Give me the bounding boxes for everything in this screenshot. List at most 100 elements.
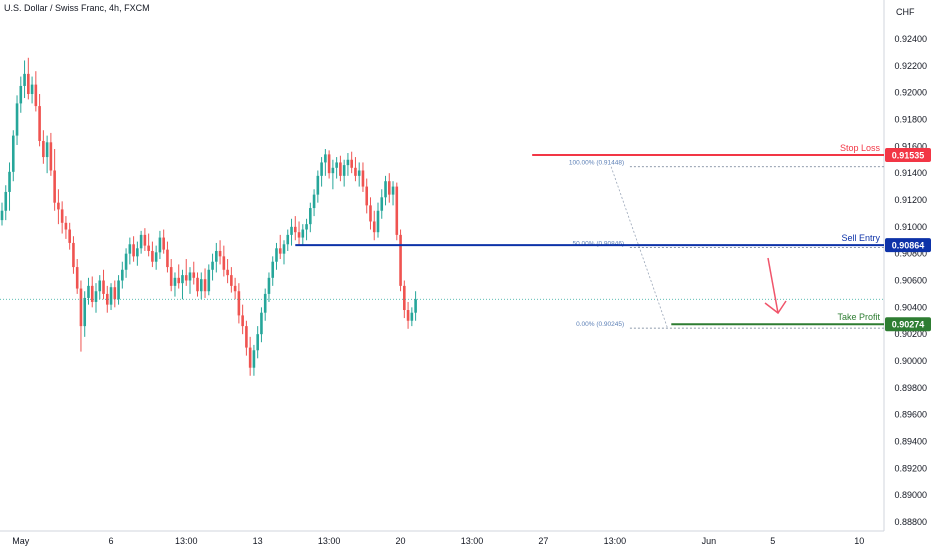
candle-body <box>4 191 8 211</box>
candle-body <box>278 248 282 254</box>
candle-body <box>60 209 64 223</box>
candle-body <box>94 291 98 302</box>
y-tick-label: 0.92200 <box>894 61 927 71</box>
candle-body <box>357 170 361 176</box>
candle-body <box>335 162 338 168</box>
y-tick-label: 0.91000 <box>894 222 927 232</box>
candle-body <box>23 73 26 86</box>
candle-body <box>83 297 87 327</box>
candle-body <box>327 154 331 174</box>
candle-body <box>260 312 263 335</box>
candle-body <box>8 171 11 192</box>
candle-body <box>403 285 406 311</box>
candle-body <box>68 229 71 243</box>
candle-body <box>361 170 365 187</box>
y-tick-label: 0.92400 <box>894 34 927 44</box>
fib-label: 50.00% (0.90846) <box>572 240 624 247</box>
y-tick-label: 0.88800 <box>894 517 927 527</box>
candle-body <box>49 142 53 171</box>
candle-body <box>290 226 293 235</box>
candle-body <box>117 280 120 300</box>
fib-label: 0.00% (0.90245) <box>576 321 624 328</box>
candle-body <box>410 312 414 321</box>
level-name-label: Sell Entry <box>841 233 880 243</box>
candle-body <box>211 261 214 270</box>
y-tick-label: 0.89400 <box>894 437 927 447</box>
candle-body <box>121 269 124 281</box>
candle-body <box>203 279 207 292</box>
candle-body <box>173 277 177 286</box>
y-tick-label: 0.91200 <box>894 195 927 205</box>
level-price-label: 0.90274 <box>892 320 925 330</box>
candle-body <box>38 106 41 141</box>
y-tick-label: 0.90200 <box>894 329 927 339</box>
candle-body <box>147 245 150 251</box>
x-tick-label: 13:00 <box>604 536 627 546</box>
candle-body <box>286 234 290 245</box>
candle-body <box>399 234 402 286</box>
candle-body <box>207 269 211 292</box>
candle-body <box>354 167 357 176</box>
candle-body <box>395 186 399 235</box>
candle-body <box>53 170 56 203</box>
candle-body <box>30 84 34 95</box>
candle-body <box>372 221 376 233</box>
candle-body <box>102 280 105 294</box>
candle-body <box>241 315 244 327</box>
candle-body <box>245 326 248 348</box>
y-tick-label: 0.92000 <box>894 88 927 98</box>
candle-body <box>339 162 342 176</box>
candle-body <box>218 250 222 257</box>
candle-body <box>154 252 158 262</box>
candle-body <box>324 154 327 163</box>
candle-body <box>222 256 226 270</box>
candle-body <box>42 140 45 158</box>
arrow-shaft <box>767 257 779 314</box>
candle-body <box>350 159 353 168</box>
candle-body <box>98 280 102 292</box>
candle-body <box>320 162 323 176</box>
candle-body <box>90 285 94 302</box>
x-tick-label: 20 <box>396 536 406 546</box>
y-tick-label: 0.91400 <box>894 168 927 178</box>
x-tick-label: Jun <box>702 536 717 546</box>
candle-body <box>380 197 384 211</box>
exchange-label: FXCM <box>124 3 150 13</box>
candle-body <box>230 275 233 286</box>
candle-body <box>196 277 199 292</box>
arrow-head <box>764 300 787 315</box>
candle-body <box>316 175 320 195</box>
interval-label: 4h <box>109 3 120 13</box>
candle-body <box>414 299 417 313</box>
level-price-label: 0.90864 <box>892 241 925 251</box>
candle-body <box>45 142 49 158</box>
candle-body <box>365 186 369 206</box>
candle-body <box>301 229 305 238</box>
candle-body <box>177 277 181 284</box>
candle-body <box>376 210 380 233</box>
candle-body <box>132 244 135 257</box>
candle-body <box>109 287 113 305</box>
candle-body <box>57 202 60 210</box>
candle-body <box>64 222 68 230</box>
candle-body <box>263 293 267 313</box>
x-tick-label: 13 <box>253 536 263 546</box>
candle-body <box>406 310 410 321</box>
candle-body <box>128 244 132 254</box>
level-name-label: Take Profit <box>837 312 880 322</box>
candle-body <box>105 293 109 305</box>
candle-body <box>384 181 387 198</box>
candle-body <box>346 159 350 166</box>
level-price-tag <box>885 148 931 163</box>
candle-body <box>162 237 165 250</box>
candle-body <box>139 234 143 249</box>
candle-body <box>166 249 169 268</box>
candle-body <box>233 285 237 292</box>
candle-body <box>192 272 196 278</box>
x-tick-label: 27 <box>538 536 548 546</box>
level-price-tag <box>885 317 931 332</box>
y-tick-label: 0.89800 <box>894 383 927 393</box>
candle-body <box>151 250 154 262</box>
